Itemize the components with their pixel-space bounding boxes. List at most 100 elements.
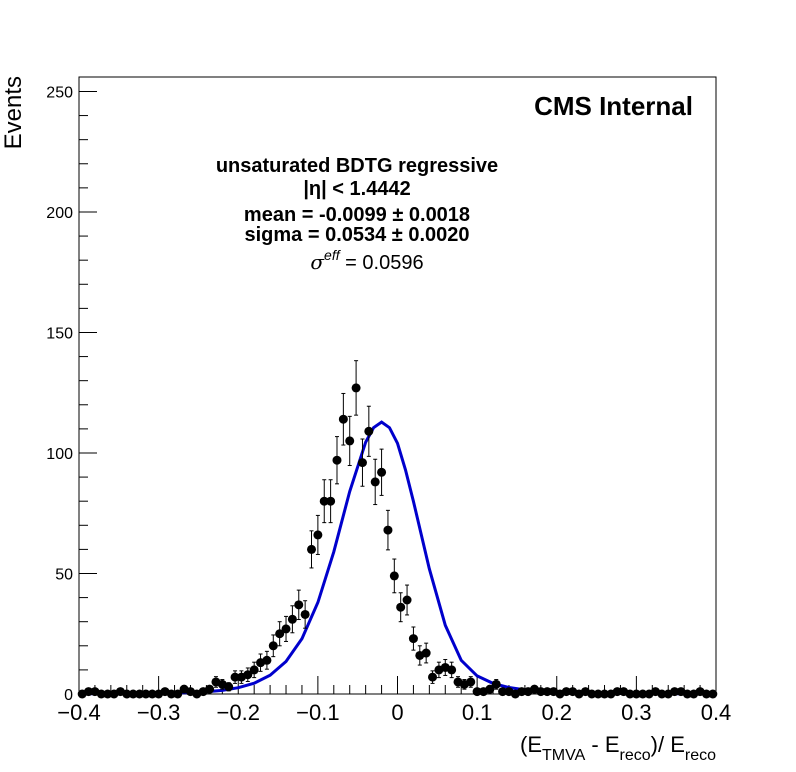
- x-tick-label-7: 0.3: [621, 700, 652, 725]
- data-point: [205, 684, 215, 694]
- point-marker: [141, 689, 151, 699]
- x-label-mid: - E: [585, 732, 619, 757]
- point-marker: [364, 426, 374, 436]
- data-point: [351, 360, 361, 416]
- point-marker: [313, 530, 323, 540]
- point-marker: [670, 687, 680, 697]
- point-marker: [135, 689, 145, 699]
- point-marker: [491, 679, 501, 689]
- data-point: [701, 689, 711, 699]
- y-tick-label-5: 250: [46, 84, 73, 101]
- data-point: [319, 479, 329, 524]
- point-marker: [287, 614, 297, 624]
- sigma-symbol: σ: [310, 250, 325, 274]
- point-marker: [517, 687, 527, 697]
- annotation-line-5: σeff = 0.0596: [310, 247, 423, 274]
- x-label-open: (E: [520, 732, 542, 757]
- data-point: [402, 584, 412, 616]
- data-point: [230, 670, 240, 684]
- point-marker: [166, 689, 176, 699]
- data-point: [326, 479, 336, 524]
- data-point: [128, 689, 138, 699]
- data-point: [631, 689, 641, 699]
- point-marker: [485, 684, 495, 694]
- x-tick-label-4: 0: [391, 700, 403, 725]
- data-point: [625, 689, 635, 699]
- data-point: [224, 682, 234, 692]
- data-point: [96, 689, 106, 699]
- point-marker: [326, 496, 336, 506]
- data-point: [421, 642, 431, 664]
- point-marker: [421, 648, 431, 658]
- data-point: [345, 415, 355, 467]
- x-tick-label-5: 0.1: [462, 700, 493, 725]
- point-marker: [472, 687, 482, 697]
- point-marker: [230, 672, 240, 682]
- x-tick-label-8: 0.4: [701, 700, 732, 725]
- point-marker: [357, 458, 367, 468]
- data-point: [447, 661, 457, 679]
- data-point: [313, 514, 323, 555]
- data-point: [275, 621, 285, 647]
- y-tick-label-1: 50: [55, 566, 73, 583]
- y-tick-label-3: 150: [46, 325, 73, 342]
- data-point: [389, 558, 399, 594]
- data-point: [485, 684, 495, 694]
- point-marker: [625, 689, 635, 699]
- data-point: [491, 679, 501, 690]
- y-tick-label-4: 200: [46, 205, 73, 222]
- x-label-sub-reco-1: reco: [620, 747, 651, 764]
- point-marker: [587, 689, 597, 699]
- point-marker: [638, 689, 648, 699]
- point-marker: [338, 414, 348, 424]
- data-point: [147, 689, 157, 699]
- annotation-line-3: mean = -0.0099 ± 0.0018: [244, 204, 470, 226]
- data-point: [370, 458, 380, 506]
- data-point: [84, 687, 94, 697]
- point-marker: [128, 689, 138, 699]
- data-point: [498, 687, 508, 697]
- y-tick-label-0: 0: [64, 687, 73, 704]
- point-marker: [498, 687, 508, 697]
- point-marker: [351, 383, 361, 393]
- point-marker: [224, 682, 234, 692]
- data-point: [135, 689, 145, 699]
- data-point: [638, 689, 648, 699]
- data-point: [377, 448, 387, 496]
- point-marker: [370, 477, 380, 487]
- data-point: [268, 634, 278, 658]
- point-marker: [205, 684, 215, 694]
- data-point: [103, 689, 113, 699]
- data-point: [357, 438, 367, 487]
- x-label-sub-reco-2: reco: [685, 747, 716, 764]
- point-marker: [466, 677, 476, 687]
- data-point: [587, 689, 597, 699]
- data-point: [536, 687, 546, 697]
- x-tick-label-1: −0.3: [137, 700, 180, 725]
- point-marker: [249, 665, 259, 675]
- x-label-sub-tmva: TMVA: [542, 747, 586, 764]
- point-marker: [708, 689, 718, 699]
- data-point: [670, 687, 680, 697]
- point-marker: [447, 665, 457, 675]
- data-point: [466, 676, 476, 688]
- point-marker: [243, 670, 253, 680]
- data-point: [600, 689, 610, 699]
- data-point: [561, 687, 571, 697]
- point-marker: [268, 641, 278, 651]
- data-point: [294, 589, 304, 621]
- point-marker: [262, 655, 272, 665]
- data-point: [682, 689, 692, 699]
- data-point: [243, 667, 253, 682]
- annotation-line-4: sigma = 0.0534 ± 0.0020: [244, 224, 469, 246]
- y-tick-labels: 0 50 100 150 200 250: [46, 84, 73, 704]
- point-marker: [96, 689, 106, 699]
- data-points-layer: [77, 360, 718, 699]
- y-axis-label: Events: [0, 76, 27, 149]
- point-marker: [294, 600, 304, 610]
- point-marker: [300, 609, 310, 619]
- point-marker: [396, 602, 406, 612]
- sigma-value: = 0.0596: [340, 252, 424, 274]
- fit-curve-layer: [79, 420, 716, 696]
- data-point: [332, 436, 342, 485]
